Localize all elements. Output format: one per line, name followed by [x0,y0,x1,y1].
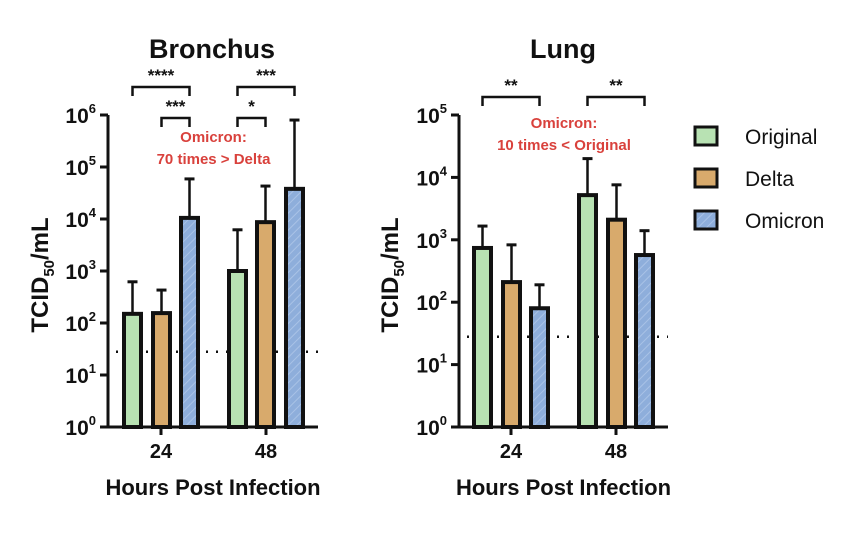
significance-bracket [481,95,541,106]
significance-bracket [236,116,267,127]
panel-bronchus: Bronchus TCID50/mL 100 101 102 103 104 105 106 24… [27,34,321,500]
legend: Original Delta Omicron [693,125,824,233]
legend-swatch-original [693,125,719,147]
significance-label: ** [504,76,518,95]
bar-omicron-48 [634,253,655,429]
bar-omicron-48 [284,186,305,429]
bar-delta-24 [501,280,522,429]
y-tick-label: 103 [416,226,447,253]
y-tick-label: 106 [65,101,96,128]
bar-original-48 [577,193,598,429]
y-tick-label: 100 [416,413,447,440]
bar-omicron-24 [529,306,550,430]
y-tick-label: 104 [65,205,96,232]
bar-original-24 [122,311,143,430]
bar-delta-48 [255,220,276,429]
bar-original-24 [472,245,493,429]
bar-delta-48 [606,217,627,429]
y-tick-label: 105 [416,101,447,128]
legend-label: Delta [745,168,794,191]
y-tick-label: 100 [65,413,96,440]
y-tick-label: 101 [416,351,447,378]
x-tick-label: 48 [255,441,277,463]
y-tick-label: 104 [416,163,447,190]
annotation-text: Omicron: [180,129,247,146]
bar-original-48 [227,269,248,429]
y-tick-label: 105 [65,153,96,180]
significance-label: **** [148,66,175,85]
significance-bracket [586,95,646,106]
panel-lung: Lung TCID50/mL 100 101 102 103 104 105 24 48 Hours… [377,34,671,500]
bar-delta-24 [151,311,172,429]
y-tick-label: 103 [65,257,96,284]
x-axis-label: Hours Post Infection [456,475,671,500]
x-tick-label: 24 [500,441,523,463]
legend-label: Omicron [745,210,824,233]
significance-bracket [160,116,191,127]
significance-bracket [236,85,296,96]
y-axis-label: TCID50/mL [27,217,58,332]
annotation-text: Omicron: [531,115,598,132]
annotation-text: 10 times < Original [497,137,631,154]
y-tick-label: 102 [65,309,96,336]
legend-label: Original [745,126,817,149]
legend-swatch-delta [693,167,719,189]
x-tick-label: 48 [605,441,627,463]
significance-label: *** [166,97,186,116]
significance-bracket [131,85,191,96]
significance-label: * [248,97,255,116]
x-tick-label: 24 [150,441,173,463]
chart-title: Lung [530,34,596,64]
chart-title: Bronchus [149,34,275,64]
y-tick-label: 102 [416,288,447,315]
significance-label: *** [256,66,276,85]
annotation-text: 70 times > Delta [157,151,271,168]
y-axis-label: TCID50/mL [377,217,408,332]
significance-label: ** [609,76,623,95]
x-axis-label: Hours Post Infection [105,475,320,500]
bar-omicron-24 [179,215,200,429]
y-tick-label: 101 [65,361,96,388]
legend-swatch-omicron [693,209,719,231]
